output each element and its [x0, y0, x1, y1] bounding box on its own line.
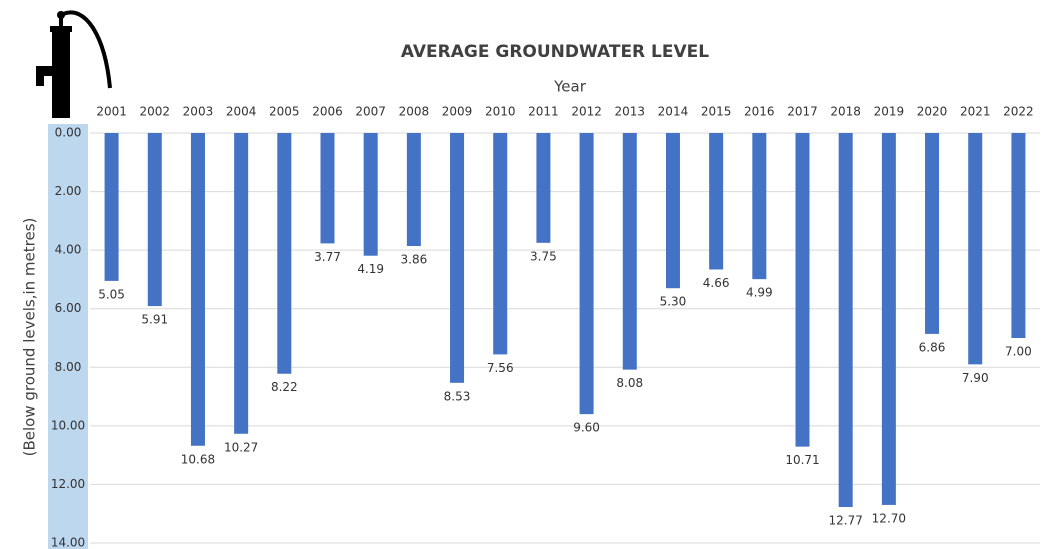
bar [925, 133, 940, 334]
x-tick-label: 2010 [485, 105, 516, 119]
y-tick-label: 10.00 [51, 418, 85, 432]
bar [795, 133, 810, 447]
bar [536, 133, 551, 243]
x-tick-label: 2009 [442, 105, 473, 119]
x-tick-label: 2017 [787, 105, 818, 119]
chart-title: AVERAGE GROUNDWATER LEVEL [401, 42, 709, 62]
bar [622, 133, 637, 370]
value-label: 12.77 [829, 513, 863, 527]
value-label: 3.86 [401, 253, 428, 267]
bar [147, 133, 162, 307]
x-tick-label: 2007 [355, 105, 386, 119]
y-axis-label: (Below ground levels,in metres) [21, 218, 39, 457]
bar [450, 133, 465, 383]
value-label: 6.86 [919, 340, 946, 354]
y-tick-label: 0.00 [55, 126, 82, 140]
value-label: 4.19 [357, 262, 384, 276]
value-label: 7.00 [1005, 345, 1032, 359]
value-label: 10.27 [224, 440, 258, 454]
x-tick-label: 2015 [701, 105, 732, 119]
y-tick-label: 6.00 [55, 301, 82, 315]
value-label: 10.71 [785, 453, 819, 467]
bar [709, 133, 724, 270]
value-label: 12.70 [872, 511, 906, 525]
bar [838, 133, 853, 507]
x-tick-label: 2019 [874, 105, 905, 119]
bar [493, 133, 508, 355]
value-label: 3.75 [530, 249, 557, 263]
bar [579, 133, 594, 415]
bar [363, 133, 378, 256]
value-label: 10.68 [181, 452, 215, 466]
value-label: 8.53 [444, 389, 471, 403]
x-axis-label: Year [553, 78, 587, 96]
x-tick-label: 2005 [269, 105, 300, 119]
x-tick-label: 2012 [571, 105, 602, 119]
bar [665, 133, 680, 289]
bar [190, 133, 205, 446]
value-label: 5.91 [141, 313, 168, 327]
y-tick-label: 4.00 [55, 243, 82, 257]
axis-highlight [48, 124, 88, 549]
value-label: 4.66 [703, 276, 730, 290]
y-tick-label: 2.00 [55, 184, 82, 198]
y-tick-label: 12.00 [51, 477, 85, 491]
x-tick-label: 2016 [744, 105, 775, 119]
y-tick-label: 8.00 [55, 360, 82, 374]
y-tick-label: 14.00 [51, 536, 85, 549]
bar [234, 133, 249, 434]
x-tick-label: 2001 [96, 105, 127, 119]
value-label: 4.99 [746, 286, 773, 300]
value-label: 9.60 [573, 421, 600, 435]
bar [752, 133, 767, 280]
x-tick-label: 2011 [528, 105, 559, 119]
x-tick-label: 2018 [830, 105, 861, 119]
value-label: 7.56 [487, 361, 514, 375]
value-label: 5.05 [98, 287, 125, 301]
bar [406, 133, 421, 247]
pump-icon [36, 10, 112, 118]
bar [104, 133, 119, 281]
x-tick-label: 2003 [183, 105, 214, 119]
x-tick-label: 2002 [139, 105, 170, 119]
value-label: 7.90 [962, 371, 989, 385]
x-tick-label: 2014 [658, 105, 689, 119]
x-tick-label: 2022 [1003, 105, 1034, 119]
x-tick-label: 2008 [399, 105, 430, 119]
bar [277, 133, 292, 374]
bar [1011, 133, 1026, 338]
x-tick-label: 2020 [917, 105, 948, 119]
bar [968, 133, 983, 365]
x-tick-label: 2006 [312, 105, 343, 119]
bar [881, 133, 896, 505]
x-tick-label: 2021 [960, 105, 991, 119]
value-label: 5.30 [660, 295, 687, 309]
value-label: 3.77 [314, 250, 341, 264]
x-tick-label: 2013 [614, 105, 645, 119]
value-label: 8.22 [271, 380, 298, 394]
value-label: 8.08 [616, 376, 643, 390]
bar [320, 133, 335, 244]
x-tick-label: 2004 [226, 105, 257, 119]
